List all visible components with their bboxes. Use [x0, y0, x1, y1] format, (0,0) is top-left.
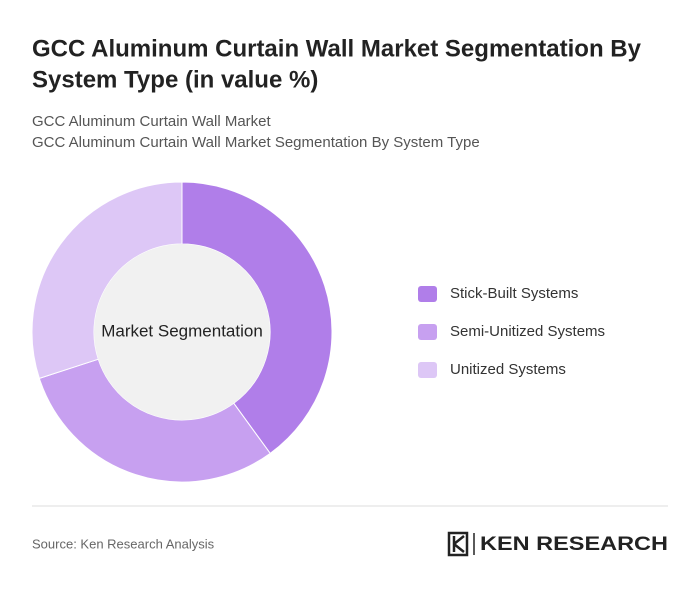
logo-icon [447, 531, 475, 557]
legend-swatch [418, 286, 437, 302]
legend: Stick-Built Systems Semi-Unitized Systems… [418, 285, 605, 378]
legend-label: Stick-Built Systems [450, 285, 578, 302]
title: System Type (in value %) [32, 66, 318, 93]
source: Source: Ken Research Analysis [32, 536, 215, 551]
legend-swatch [418, 362, 437, 378]
legend-label: Unitized Systems [450, 361, 566, 378]
donut-chart: Market Segmentation [31, 181, 333, 483]
subtitle: GCC Aluminum Curtain Wall Market [32, 113, 271, 130]
donut-hole [94, 244, 270, 420]
legend-swatch [418, 324, 437, 340]
logo-text: KEN RESEARCH [480, 534, 668, 555]
legend-label: Semi-Unitized Systems [450, 323, 605, 340]
subtitle: GCC Aluminum Curtain Wall Market Segment… [32, 134, 480, 151]
center-label: Market Segmentation [101, 321, 263, 340]
title: GCC Aluminum Curtain Wall Market Segment… [32, 35, 642, 62]
